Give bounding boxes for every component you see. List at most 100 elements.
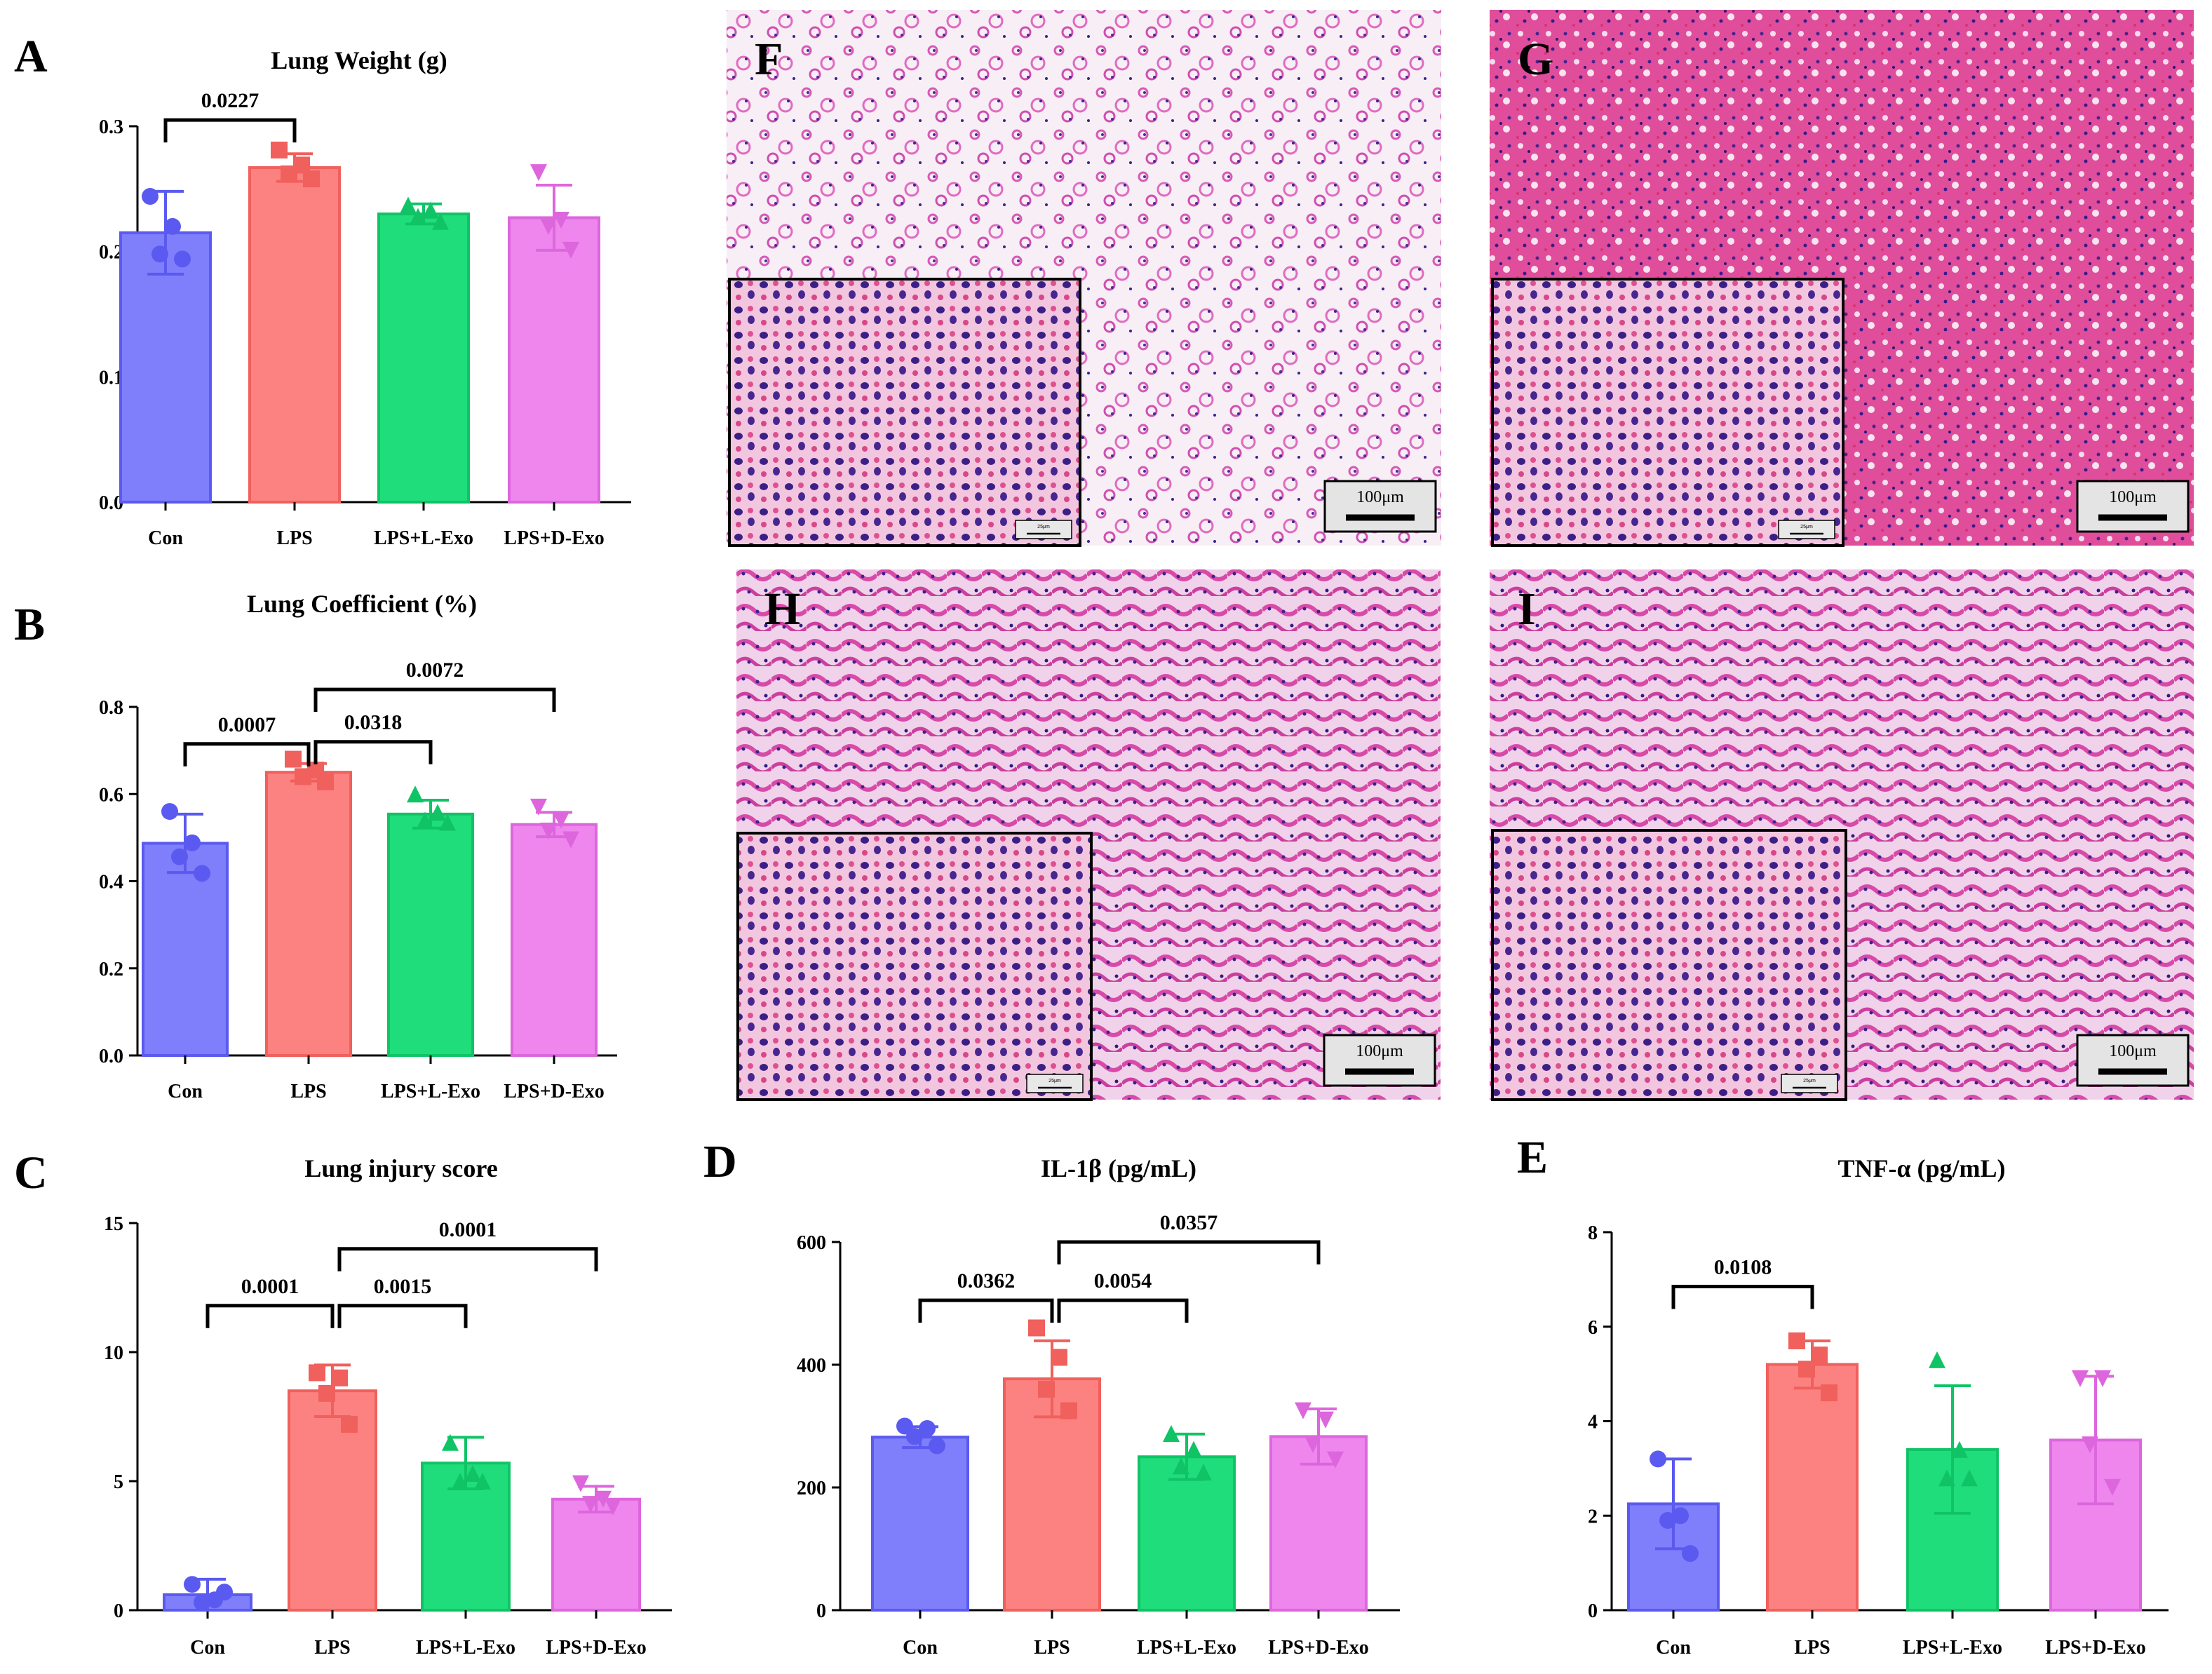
data-point — [929, 1437, 945, 1454]
data-point — [452, 1473, 468, 1490]
data-point — [2072, 1370, 2089, 1387]
data-point — [184, 834, 201, 851]
panel-label-H: H — [764, 583, 800, 635]
panel-label-I: I — [1518, 583, 1536, 635]
y-tick-label: 2 — [1588, 1506, 1598, 1527]
category-label: LPS — [314, 1637, 350, 1659]
bar-LPS+D-Exo — [508, 216, 600, 504]
panel-label-F: F — [755, 34, 783, 85]
y-tick-label: 400 — [797, 1355, 826, 1377]
data-point — [1195, 1464, 1212, 1481]
inset-scale-box — [1778, 520, 1835, 539]
data-point — [1295, 1402, 1311, 1419]
data-point — [194, 1593, 210, 1611]
category-label: LPS+D-Exo — [504, 527, 605, 549]
y-tick-label: 0.8 — [99, 697, 123, 719]
chart-title: IL-1β (pg/mL) — [1041, 1154, 1196, 1182]
category-label: LPS+L-Exo — [1137, 1637, 1236, 1659]
y-tick-label: 4 — [1588, 1412, 1598, 1433]
category-label: LPS+D-Exo — [2045, 1637, 2146, 1659]
data-point — [318, 1384, 335, 1402]
y-tick-label: 0.2 — [99, 959, 123, 980]
data-point — [174, 250, 191, 268]
significance-bracket — [918, 1298, 1054, 1323]
inset-scale-label: 25μm — [1037, 525, 1050, 529]
panel-label-B: B — [14, 599, 45, 650]
magnified-inset — [728, 278, 1081, 547]
data-point — [1929, 1351, 1945, 1368]
bar-LPS+D-Exo — [551, 1497, 641, 1612]
p-value-label: 0.0007 — [218, 713, 276, 736]
y-tick-label: 200 — [797, 1478, 826, 1499]
bar-LPS — [1766, 1363, 1859, 1612]
inset-scale-box — [1026, 1074, 1084, 1093]
bar-LPS — [288, 1389, 377, 1612]
data-point — [2094, 1370, 2111, 1387]
inset-scale-label: 25μm — [1803, 1079, 1816, 1084]
chart-title: Lung Coefficient (%) — [247, 590, 477, 618]
data-point — [1650, 1450, 1666, 1468]
scale-bar-box — [1323, 480, 1437, 533]
data-point — [1938, 1469, 1955, 1487]
significance-bracket — [1057, 1240, 1321, 1264]
significance-bracket — [337, 1247, 598, 1271]
y-tick-label: 0.3 — [99, 116, 123, 138]
data-point — [184, 1576, 201, 1593]
data-point — [1672, 1507, 1689, 1525]
y-tick-label: 0.0 — [99, 1046, 123, 1067]
p-value-label: 0.0015 — [374, 1275, 432, 1298]
bar-Con — [142, 842, 229, 1058]
scale-bar-label: 100μm — [2109, 488, 2157, 506]
significance-bracket — [1671, 1284, 1814, 1309]
chart-title: TNF-α (pg/mL) — [1837, 1154, 2005, 1182]
micrograph-H: 25μm 100μm — [736, 569, 1441, 1101]
data-point — [1659, 1511, 1676, 1529]
y-tick-label: 15 — [104, 1213, 123, 1235]
chart-D: IL-1β (pg/mL) 0 200 400 600 Con LPS LPS+L-Exo LP… — [797, 1154, 1400, 1659]
micrograph-F: 25μm 100μm — [727, 10, 1441, 547]
data-point — [1951, 1440, 1968, 1458]
data-point — [464, 1464, 481, 1482]
data-point — [309, 1364, 325, 1382]
data-point — [1961, 1469, 1978, 1487]
data-point — [553, 212, 569, 229]
data-point — [1038, 1381, 1055, 1398]
y-tick-label: 8 — [1588, 1222, 1598, 1244]
data-point — [1060, 1402, 1077, 1419]
category-label: LPS — [1034, 1637, 1070, 1659]
inset-scale-label: 25μm — [1048, 1079, 1061, 1084]
p-value-label: 0.0072 — [406, 659, 464, 682]
chart-title: Lung Weight (g) — [271, 46, 447, 74]
data-point — [442, 1433, 459, 1451]
category-label: LPS+L-Exo — [1903, 1637, 2002, 1659]
significance-bracket — [337, 1304, 468, 1328]
scale-bar-label: 100μm — [1356, 1042, 1403, 1060]
p-value-label: 0.0108 — [1714, 1255, 1772, 1278]
significance-bracket — [1057, 1298, 1189, 1323]
data-point — [161, 803, 178, 821]
data-point — [1788, 1332, 1805, 1349]
data-point — [2082, 1436, 2098, 1454]
bar-Con — [871, 1436, 969, 1612]
data-point — [474, 1473, 491, 1490]
y-tick-label: 0 — [1588, 1600, 1598, 1622]
y-tick-label: 6 — [1588, 1317, 1598, 1339]
data-point — [341, 1416, 358, 1433]
p-value-label: 0.0362 — [957, 1269, 1016, 1292]
data-point — [582, 1496, 599, 1513]
y-tick-label: 5 — [114, 1471, 123, 1493]
data-point — [1028, 1319, 1045, 1337]
data-point — [194, 865, 210, 882]
significance-bracket — [163, 118, 297, 143]
panel-label-layer: A B C D E F G H I — [14, 31, 1553, 1199]
scale-bar-label: 100μm — [2109, 1042, 2157, 1060]
data-point — [1317, 1411, 1334, 1429]
data-point — [595, 1490, 612, 1508]
scale-bar-box — [2076, 480, 2190, 533]
data-point — [410, 208, 426, 225]
data-point — [605, 1498, 621, 1516]
data-point — [151, 245, 168, 263]
p-value-label: 0.0001 — [439, 1218, 497, 1241]
